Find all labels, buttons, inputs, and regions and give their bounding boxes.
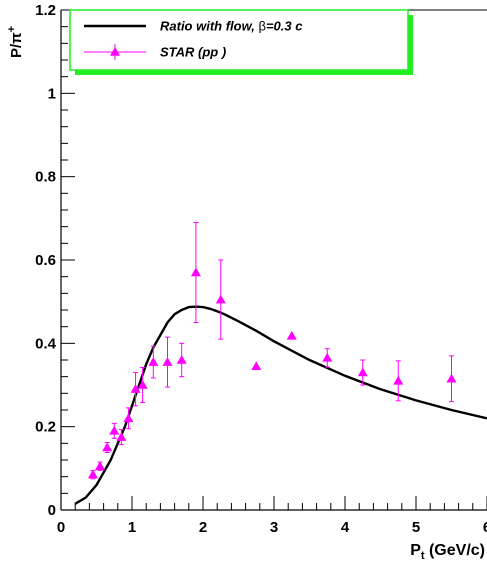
labels-layer: 0 1 2 3 4 5 6 0 0.2 0.4 0.6 0.8 1 1.2 Pt (GeV/c) P/π+ [6,2,487,561]
y-tick-label: 0.6 [35,252,56,269]
x-tick-label: 1 [128,519,136,536]
star-data-point [123,413,134,423]
star-data-point [162,357,173,366]
star-data-point [95,461,106,470]
star-data-point [148,357,159,366]
x-tick-label: 0 [57,519,65,536]
y-tick-label: 0.2 [35,419,56,436]
legend-label: Ratio with flow, β=0.3 c [160,19,303,34]
star-data-point [357,367,368,377]
x-tick-label: 3 [270,519,278,536]
star-data-point [190,267,201,277]
star-data-point [215,294,226,304]
star-data-point [109,425,120,435]
legend-marker-swatch [110,47,120,56]
x-tick-label: 4 [341,519,350,536]
star-data-point [116,432,127,441]
star-data-point [130,384,141,393]
star-data-point [393,375,404,385]
curve-layer [74,305,487,505]
legend-box [69,9,409,71]
star-data-point [286,330,297,340]
x-axis-title: Pt (GeV/c) [410,542,485,561]
y-tick-label: 1.2 [35,2,56,19]
y-axis-title: P/π+ [6,26,25,58]
y-tick-label: 0.4 [35,335,57,352]
star-data-point [87,469,98,479]
x-tick-label: 5 [412,519,420,536]
x-tick-label: 2 [199,519,207,536]
legend: Ratio with flow, β=0.3 c STAR (pp ) [69,9,413,75]
star-data-point [251,361,262,370]
frame-layer [60,9,487,511]
star-data-point [446,373,457,383]
star-data-point [322,352,333,362]
y-tick-label: 0.8 [35,169,56,186]
star-data-point [102,442,113,452]
star-data-point [176,355,187,364]
x-tick-label: 6 [483,519,487,536]
ticks-layer [60,9,487,511]
y-tick-label: 0 [48,502,56,519]
legend-label: STAR (pp ) [160,45,226,60]
points-layer [87,222,457,480]
star-data-point [137,380,148,389]
y-tick-label: 1 [48,85,56,102]
flow-ratio-curve [74,305,487,505]
